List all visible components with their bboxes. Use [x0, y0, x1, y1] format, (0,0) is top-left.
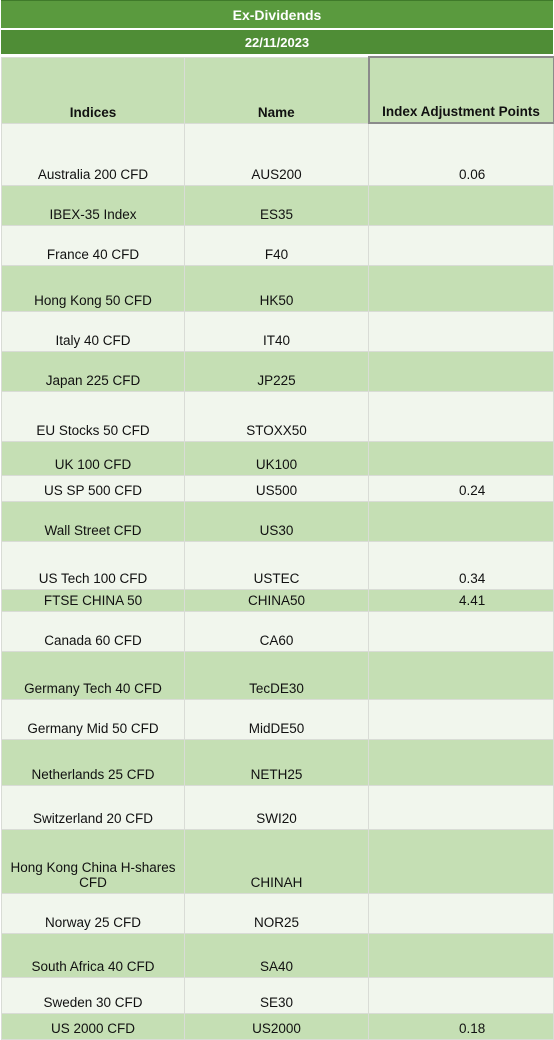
name-cell[interactable]: CA60 — [184, 610, 369, 652]
name-cell[interactable]: ES35 — [184, 184, 369, 226]
index-cell[interactable]: Norway 25 CFD — [1, 892, 185, 934]
name-cell[interactable]: SWI20 — [184, 784, 369, 830]
dividends-table: Indices Name Index Adjustment Points Aus… — [1, 56, 554, 1040]
name-cell[interactable]: MidDE50 — [184, 698, 369, 740]
points-cell[interactable]: 4.41 — [368, 588, 554, 612]
name-cell[interactable]: JP225 — [184, 350, 369, 392]
index-cell[interactable]: Australia 200 CFD — [1, 122, 185, 186]
points-cell[interactable] — [368, 264, 554, 312]
table-row: Norway 25 CFD NOR25 — [1, 892, 554, 934]
table-body: Australia 200 CFD AUS200 0.06 IBEX-35 Index… — [1, 122, 554, 1040]
table-row: Canada 60 CFD CA60 — [1, 610, 554, 652]
table-row: US 2000 CFD US2000 0.18 — [1, 1012, 554, 1040]
name-cell[interactable]: CHINA50 — [184, 588, 369, 612]
table-row: France 40 CFD F40 — [1, 224, 554, 266]
name-cell[interactable]: TecDE30 — [184, 650, 369, 700]
points-cell[interactable] — [368, 738, 554, 786]
index-cell[interactable]: Canada 60 CFD — [1, 610, 185, 652]
table-row: Wall Street CFD US30 — [1, 500, 554, 542]
table-row: US SP 500 CFD US500 0.24 — [1, 474, 554, 502]
index-cell[interactable]: FTSE CHINA 50 — [1, 588, 185, 612]
table-row: Japan 225 CFD JP225 — [1, 350, 554, 392]
header-name: Name — [184, 56, 369, 124]
points-cell[interactable] — [368, 500, 554, 542]
table-row: US Tech 100 CFD USTEC 0.34 — [1, 540, 554, 590]
points-cell[interactable] — [368, 650, 554, 700]
name-cell[interactable]: USTEC — [184, 540, 369, 590]
index-cell[interactable]: US Tech 100 CFD — [1, 540, 185, 590]
index-cell[interactable]: France 40 CFD — [1, 224, 185, 266]
table-row: Italy 40 CFD IT40 — [1, 310, 554, 352]
table-row: FTSE CHINA 50 CHINA50 4.41 — [1, 588, 554, 612]
index-cell[interactable]: Germany Mid 50 CFD — [1, 698, 185, 740]
points-cell[interactable] — [368, 440, 554, 476]
points-cell[interactable] — [368, 224, 554, 266]
index-cell[interactable]: Netherlands 25 CFD — [1, 738, 185, 786]
table-row: Germany Mid 50 CFD MidDE50 — [1, 698, 554, 740]
table-row: Hong Kong 50 CFD HK50 — [1, 264, 554, 312]
points-cell[interactable]: 0.06 — [368, 122, 554, 186]
points-cell[interactable] — [368, 184, 554, 226]
name-cell[interactable]: SA40 — [184, 932, 369, 978]
index-cell[interactable]: Hong Kong 50 CFD — [1, 264, 185, 312]
header-row: Indices Name Index Adjustment Points — [1, 56, 554, 124]
index-cell[interactable]: Wall Street CFD — [1, 500, 185, 542]
index-cell[interactable]: EU Stocks 50 CFD — [1, 390, 185, 442]
points-cell[interactable] — [368, 390, 554, 442]
name-cell[interactable]: US2000 — [184, 1012, 369, 1040]
index-cell[interactable]: Japan 225 CFD — [1, 350, 185, 392]
table-row: Netherlands 25 CFD NETH25 — [1, 738, 554, 786]
header-index-adjustment-points[interactable]: Index Adjustment Points — [367, 56, 554, 124]
points-cell[interactable] — [368, 976, 554, 1014]
points-cell[interactable] — [368, 698, 554, 740]
table-row: South Africa 40 CFD SA40 — [1, 932, 554, 978]
index-cell[interactable]: Hong Kong China H-shares CFD — [1, 828, 185, 894]
index-cell[interactable]: US 2000 CFD — [1, 1012, 185, 1040]
points-cell[interactable] — [368, 892, 554, 934]
name-cell[interactable]: SE30 — [184, 976, 369, 1014]
sheet-date: 22/11/2023 — [1, 30, 553, 56]
name-cell[interactable]: US30 — [184, 500, 369, 542]
points-cell[interactable] — [368, 932, 554, 978]
index-cell[interactable]: Switzerland 20 CFD — [1, 784, 185, 830]
points-cell[interactable] — [368, 828, 554, 894]
index-cell[interactable]: Sweden 30 CFD — [1, 976, 185, 1014]
table-row: UK 100 CFD UK100 — [1, 440, 554, 476]
table-row: IBEX-35 Index ES35 — [1, 184, 554, 226]
header-indices: Indices — [1, 56, 185, 124]
sheet-title: Ex-Dividends — [1, 0, 553, 30]
points-cell[interactable]: 0.34 — [368, 540, 554, 590]
index-cell[interactable]: IBEX-35 Index — [1, 184, 185, 226]
name-cell[interactable]: AUS200 — [184, 122, 369, 186]
index-cell[interactable]: UK 100 CFD — [1, 440, 185, 476]
index-cell[interactable]: South Africa 40 CFD — [1, 932, 185, 978]
points-cell[interactable]: 0.24 — [368, 474, 554, 502]
points-cell[interactable] — [368, 610, 554, 652]
name-cell[interactable]: HK50 — [184, 264, 369, 312]
table-row: Germany Tech 40 CFD TecDE30 — [1, 650, 554, 700]
name-cell[interactable]: IT40 — [184, 310, 369, 352]
table-row: Sweden 30 CFD SE30 — [1, 976, 554, 1014]
name-cell[interactable]: NOR25 — [184, 892, 369, 934]
points-cell[interactable]: 0.18 — [368, 1012, 554, 1040]
index-cell[interactable]: Germany Tech 40 CFD — [1, 650, 185, 700]
name-cell[interactable]: US500 — [184, 474, 369, 502]
points-cell[interactable] — [368, 310, 554, 352]
table-row: Hong Kong China H-shares CFD CHINAH — [1, 828, 554, 894]
name-cell[interactable]: STOXX50 — [184, 390, 369, 442]
table-row: Switzerland 20 CFD SWI20 — [1, 784, 554, 830]
name-cell[interactable]: NETH25 — [184, 738, 369, 786]
points-cell[interactable] — [368, 350, 554, 392]
table-row: Australia 200 CFD AUS200 0.06 — [1, 122, 554, 186]
name-cell[interactable]: UK100 — [184, 440, 369, 476]
table-row: EU Stocks 50 CFD STOXX50 — [1, 390, 554, 442]
points-cell[interactable] — [368, 784, 554, 830]
index-cell[interactable]: Italy 40 CFD — [1, 310, 185, 352]
name-cell[interactable]: CHINAH — [184, 828, 369, 894]
index-cell[interactable]: US SP 500 CFD — [1, 474, 185, 502]
name-cell[interactable]: F40 — [184, 224, 369, 266]
